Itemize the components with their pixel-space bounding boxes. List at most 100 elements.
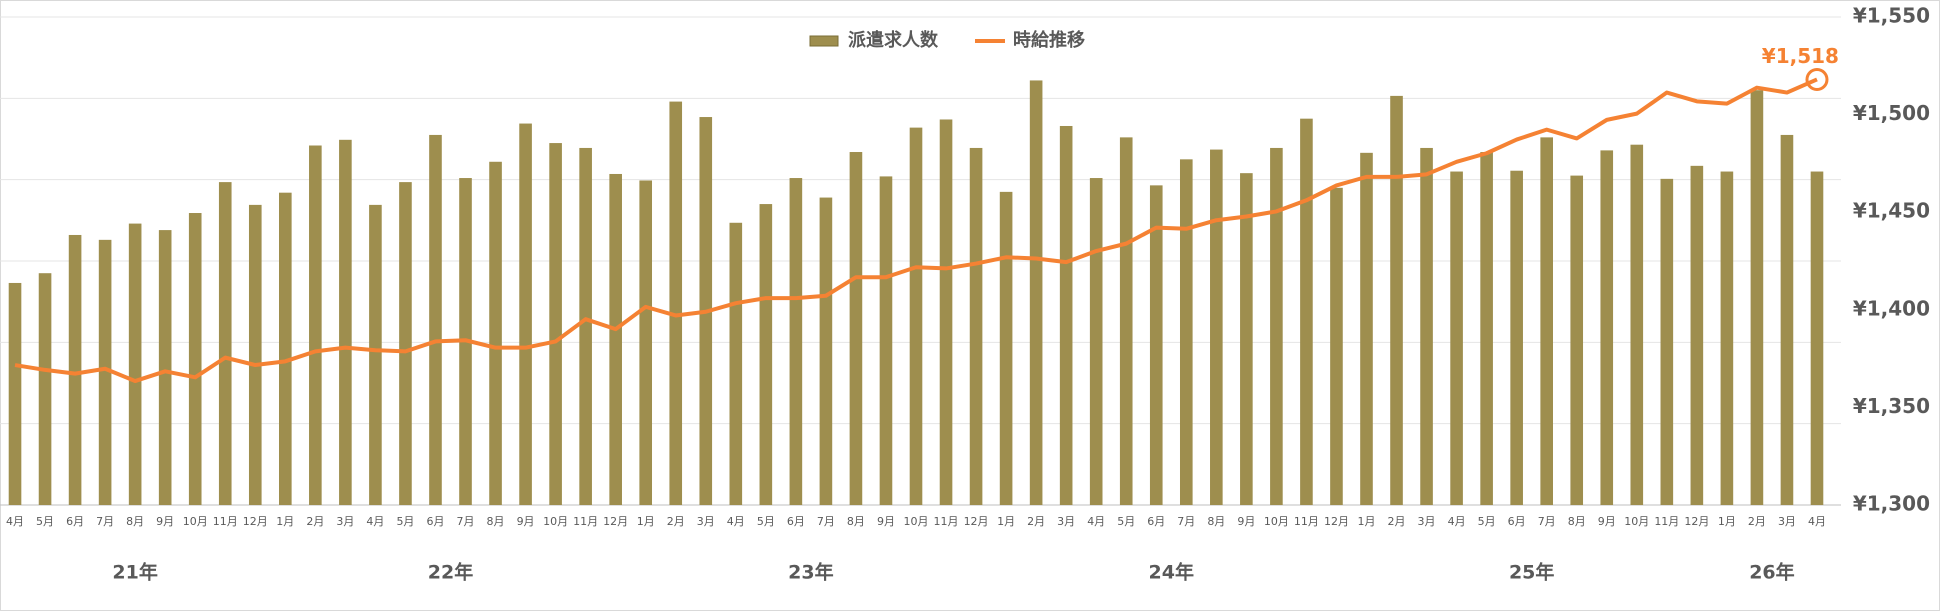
x-tick-label: 9月 — [517, 515, 535, 528]
x-tick-label: 7月 — [96, 515, 114, 528]
bar — [579, 147, 592, 506]
bar — [639, 180, 653, 506]
bar — [128, 223, 142, 505]
bar — [669, 101, 683, 505]
bar — [1330, 187, 1343, 506]
x-tick-label: 1月 — [637, 515, 655, 528]
y2-tick-label: ¥1,500 — [1853, 101, 1930, 125]
data-label: ¥1,518 — [1762, 44, 1839, 68]
x-group-label: 21年 — [112, 561, 157, 584]
x-tick-label: 6月 — [66, 515, 84, 528]
x-tick-label: 5月 — [36, 515, 54, 528]
x-tick-label: 7月 — [1177, 515, 1195, 528]
bar — [939, 119, 953, 505]
x-tick-label: 9月 — [156, 515, 174, 528]
bar — [969, 147, 983, 506]
x-tick-label: 6月 — [1147, 515, 1165, 528]
x-tick-label: 5月 — [1478, 515, 1496, 528]
x-tick-label: 10月 — [904, 515, 929, 528]
x-tick-label: 2月 — [1388, 515, 1406, 528]
point-marker — [1805, 67, 1829, 91]
x-tick-label: 7月 — [817, 515, 835, 528]
bar — [1630, 144, 1644, 505]
x-tick-label: 2月 — [306, 515, 324, 528]
bar — [1450, 171, 1463, 506]
x-tick-label: 11月 — [213, 515, 238, 528]
bar — [489, 161, 502, 506]
x-tick-label: 11月 — [1294, 515, 1319, 528]
bar — [429, 134, 442, 505]
bar — [1270, 147, 1283, 506]
x-tick-label: 2月 — [1027, 515, 1045, 528]
bar — [309, 145, 322, 506]
x-tick-label: 3月 — [1057, 515, 1075, 528]
bar — [1750, 90, 1764, 505]
legend-swatch — [809, 35, 839, 47]
bar — [1540, 137, 1553, 505]
bar — [188, 213, 202, 505]
bar — [1240, 173, 1253, 505]
x-tick-label: 7月 — [1538, 515, 1556, 528]
x-group-label: 23年 — [788, 561, 833, 584]
x-tick-label: 9月 — [877, 515, 895, 528]
x-tick-label: 6月 — [426, 515, 444, 528]
x-tick-label: 7月 — [457, 515, 475, 528]
bar — [1149, 185, 1163, 506]
x-tick-label: 6月 — [787, 515, 805, 528]
x-tick-label: 10月 — [1624, 515, 1649, 528]
bar — [1600, 150, 1614, 506]
x-tick-label: 3月 — [336, 515, 354, 528]
bar — [1690, 165, 1704, 505]
bar — [1300, 118, 1313, 506]
x-tick-label: 5月 — [396, 515, 414, 528]
bar — [1059, 125, 1073, 505]
bar — [279, 192, 292, 505]
x-tick-label: 8月 — [847, 515, 865, 528]
x-tick-label: 12月 — [1324, 515, 1349, 528]
bar — [339, 139, 352, 505]
y2-tick-label: ¥1,350 — [1853, 394, 1930, 418]
x-tick-label: 12月 — [964, 515, 989, 528]
x-tick-label: 12月 — [243, 515, 268, 528]
x-tick-label: 9月 — [1237, 515, 1255, 528]
bar — [1570, 175, 1584, 505]
bar — [729, 222, 743, 506]
x-tick-label: 3月 — [1778, 515, 1796, 528]
x-tick-label: 1月 — [1718, 515, 1736, 528]
bar — [1420, 147, 1433, 506]
legend-label: 時給推移 — [1013, 29, 1085, 51]
x-tick-label: 12月 — [603, 515, 628, 528]
bar — [1720, 171, 1734, 506]
x-group-label: 25年 — [1509, 561, 1554, 584]
y2-tick-label: ¥1,550 — [1853, 4, 1930, 28]
bar — [1510, 170, 1523, 505]
x-tick-label: 2月 — [1748, 515, 1766, 528]
bar — [1480, 152, 1493, 505]
x-tick-label: 9月 — [1598, 515, 1616, 528]
x-tick-label: 10月 — [543, 515, 568, 528]
x-tick-label: 2月 — [667, 515, 685, 528]
bar — [849, 152, 863, 505]
line — [14, 77, 1818, 384]
x-tick-label: 4月 — [1087, 515, 1105, 528]
bar — [68, 234, 82, 505]
x-tick-label: 11月 — [1654, 515, 1679, 528]
bar — [1660, 178, 1674, 505]
bar — [759, 204, 773, 506]
y2-tick-label: ¥1,300 — [1853, 492, 1930, 516]
legend-label: 派遣求人数 — [848, 29, 939, 51]
x-tick-label: 8月 — [1207, 515, 1225, 528]
bar — [1780, 134, 1794, 505]
bar — [1210, 149, 1223, 505]
x-tick-label: 11月 — [573, 515, 598, 528]
x-tick-label: 4月 — [727, 515, 745, 528]
y2-tick-label: ¥1,400 — [1853, 296, 1930, 320]
x-tick-label: 6月 — [1508, 515, 1526, 528]
bar — [1360, 152, 1373, 505]
x-tick-label: 12月 — [1684, 515, 1709, 528]
x-tick-label: 3月 — [1418, 515, 1436, 528]
x-tick-label: 8月 — [1568, 515, 1586, 528]
bar — [1810, 171, 1824, 506]
